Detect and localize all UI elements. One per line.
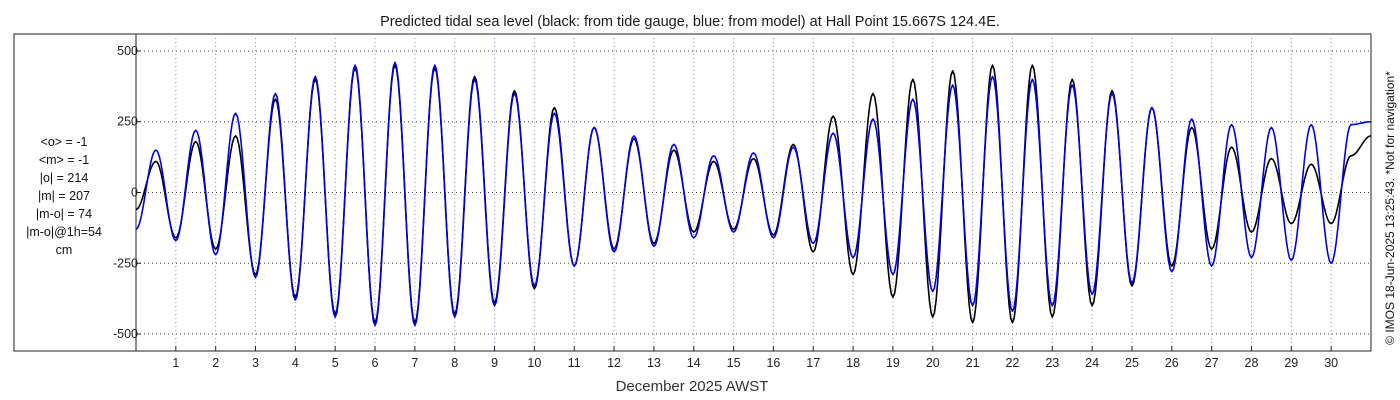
y-tick-label: -250 <box>113 256 138 270</box>
x-tick-label: 11 <box>568 356 581 370</box>
series-group <box>135 61 1372 327</box>
x-tick-label: 18 <box>846 356 860 370</box>
stat-abs-diff-1h: |m-o|@1h=54 <box>26 225 102 239</box>
stat-abs-diff: |m-o| = 74 <box>36 207 92 221</box>
stat-abs-model: |m| = 207 <box>38 189 90 203</box>
stats-panel: <o> = -1 <m> = -1 |o| = 214 |m| = 207 |m… <box>26 135 102 257</box>
x-tick-label: 1 <box>172 356 179 370</box>
copyright-note: © IMOS 18-Jun-2025 13:25:43. *Not for na… <box>1383 71 1397 345</box>
x-tick-label: 29 <box>1284 356 1298 370</box>
x-tick-label: 6 <box>372 356 379 370</box>
x-tick-label: 24 <box>1085 356 1099 370</box>
stat-unit: cm <box>56 243 73 257</box>
x-tick-label: 10 <box>527 356 541 370</box>
series-line-model <box>135 61 1372 327</box>
x-tick-label: 7 <box>411 356 418 370</box>
stat-abs-obs: |o| = 214 <box>40 171 89 185</box>
x-tick-label: 26 <box>1165 356 1179 370</box>
x-tick-label: 23 <box>1045 356 1059 370</box>
stat-mean-model: <m> = -1 <box>39 153 89 167</box>
x-tick-label: 5 <box>332 356 339 370</box>
x-tick-label: 30 <box>1324 356 1338 370</box>
y-axis: 500 250 0 -250 -500 <box>113 34 141 351</box>
x-tick-label: 8 <box>451 356 458 370</box>
x-tick-label: 25 <box>1125 356 1139 370</box>
chart-title: Predicted tidal sea level (black: from t… <box>380 14 1000 30</box>
x-tick-label: 9 <box>491 356 498 370</box>
x-tick-label: 16 <box>766 356 780 370</box>
x-tick-label: 17 <box>806 356 820 370</box>
x-tick-label: 15 <box>727 356 741 370</box>
x-tick-label: 14 <box>687 356 701 370</box>
x-tick-label: 2 <box>212 356 219 370</box>
axes-frame <box>13 33 1372 352</box>
stat-mean-obs: <o> = -1 <box>41 135 88 149</box>
series-line-tide-gauge <box>135 64 1372 324</box>
x-tick-label: 20 <box>926 356 940 370</box>
x-axis: 1 2 3 4 5 6 7 8 9 10 11 12 13 14 15 16 17 18 19 20 21 22 23 24 2… <box>172 346 1338 370</box>
y-tick-label: 0 <box>131 186 138 200</box>
x-tick-label: 4 <box>292 356 299 370</box>
x-tick-label: 19 <box>886 356 900 370</box>
y-tick-label: 250 <box>117 115 138 129</box>
grid-lines <box>136 34 1371 351</box>
y-tick-label: -500 <box>113 327 138 341</box>
x-axis-label: December 2025 AWST <box>616 378 769 395</box>
y-tick-label: 500 <box>117 44 138 58</box>
x-tick-label: 21 <box>966 356 980 370</box>
x-tick-label: 13 <box>647 356 661 370</box>
x-tick-label: 12 <box>607 356 621 370</box>
x-tick-label: 27 <box>1205 356 1219 370</box>
x-tick-label: 22 <box>1005 356 1019 370</box>
x-tick-label: 3 <box>252 356 259 370</box>
x-tick-label: 28 <box>1245 356 1259 370</box>
